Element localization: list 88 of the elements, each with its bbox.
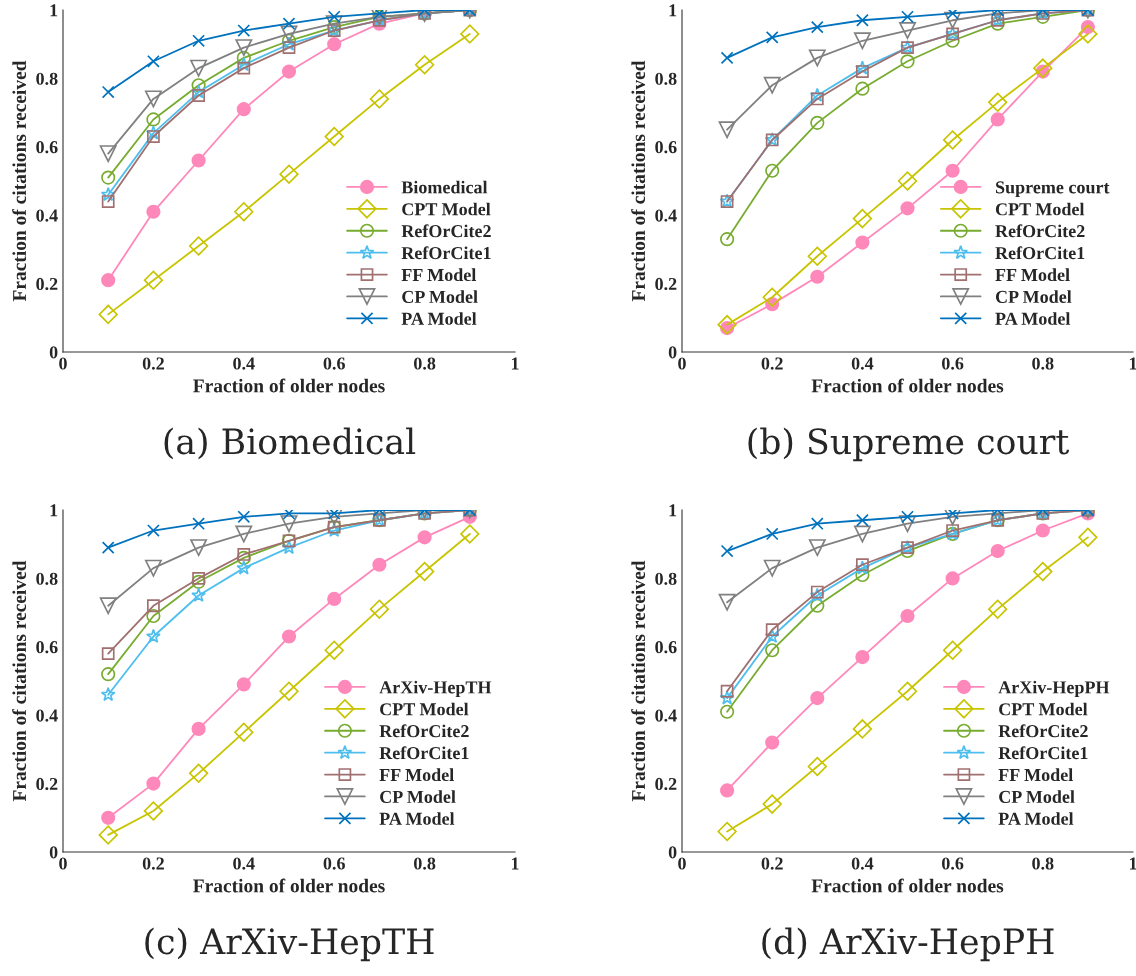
x-tick-label: 0 [59,857,67,870]
legend-label: FF Model [998,768,1073,782]
x-tick-label: 1 [1129,357,1136,370]
x-tick-label: 0.2 [761,357,783,370]
y-tick-label: 0.8 [655,572,677,585]
legend-label: RefOrCite1 [995,246,1085,260]
y-axis-title: Fraction of citations received [12,560,27,802]
legend-label: RefOrCite2 [401,224,491,238]
x-tick-label: 1 [1129,857,1136,870]
x-tick-label: 0.8 [414,857,436,870]
legend-label: CPT Model [995,202,1085,216]
x-tick-label: 0.6 [942,357,964,370]
x-tick-label: 0.6 [323,357,345,370]
y-tick-label: 0.6 [655,641,677,654]
y-tick-label: 0.4 [36,709,58,722]
x-tick-label: 1 [511,857,519,870]
x-tick-label: 0 [678,357,686,370]
x-axis-title: Fraction of older nodes [811,878,1004,893]
y-tick-label: 0 [668,846,677,859]
x-tick-label: 0.4 [851,357,874,370]
y-tick-label: 0.2 [36,277,58,291]
y-tick-label: 0.2 [36,777,58,791]
legend-label: PA Model [998,812,1074,825]
legend-label: Supreme court [995,181,1110,198]
legend-label: ArXiv-HepTH [379,680,492,698]
x-axis-title: Fraction of older nodes [193,878,385,893]
y-tick-label: 0.8 [36,572,58,585]
x-tick-label: 0.4 [851,857,874,870]
y-tick-label: 0.4 [655,709,677,722]
legend-label: ArXiv-HepPH [998,680,1110,698]
x-tick-label: 0.6 [323,857,345,870]
x-tick-label: 0.2 [142,857,164,870]
x-tick-label: 0 [59,357,67,370]
y-axis-title: Fraction of citations received [631,60,646,302]
legend-label: RefOrCite1 [379,746,469,760]
y-tick-label: 0.6 [36,641,58,654]
legend-label: CP Model [402,290,478,303]
legend-label: PA Model [401,312,477,325]
legend-label: RefOrCite2 [998,724,1088,738]
legend-label: RefOrCite1 [401,246,491,260]
y-tick-label: 0 [668,346,677,359]
y-tick-label: 1 [50,504,58,517]
x-tick-label: 0.6 [942,857,964,870]
legend-label: CP Model [999,790,1075,803]
y-tick-label: 0.8 [655,72,677,85]
y-tick-label: 0.2 [655,277,677,291]
legend-label: CPT Model [999,702,1088,716]
y-tick-label: 1 [669,4,677,17]
y-tick-label: 0 [49,846,58,859]
text: (a) Biomedical [164,427,416,460]
y-axis-title: Fraction of citations received [631,560,646,802]
y-tick-label: 0.4 [36,209,58,222]
y-tick-label: 0.4 [655,209,677,222]
legend-label: RefOrCite1 [998,746,1088,760]
y-tick-label: 1 [669,504,677,517]
y-tick-label: 0 [49,346,58,359]
legend-label: FF Model [995,268,1070,282]
y-tick-label: 1 [50,4,58,17]
text: (d) ArXiv-HepPH [762,927,1054,962]
text: (b) Supreme court [748,427,1070,462]
x-tick-label: 1 [511,357,519,370]
legend-label: RefOrCite2 [379,724,469,738]
x-tick-label: 0.4 [233,857,255,870]
legend-label: FF Model [379,768,454,782]
legend-label: PA Model [379,812,455,825]
x-tick-label: 0.2 [142,357,164,370]
legend-label: PA Model [995,312,1071,325]
y-tick-label: 0.8 [36,72,58,85]
legend-label: RefOrCite2 [995,224,1085,238]
legend-label: CP Model [995,290,1072,303]
legend-label: CPT Model [380,702,469,716]
y-axis-title: Fraction of citations received [12,60,27,302]
x-tick-label: 0.8 [1032,357,1054,370]
legend-label: CPT Model [402,202,491,216]
x-tick-label: 0.2 [761,857,783,870]
text: (c) ArXiv-HepTH [145,927,434,962]
legend-label: Biomedical [401,180,488,194]
x-tick-label: 0 [678,857,686,870]
x-tick-label: 0.4 [233,357,255,370]
legend-label: FF Model [401,268,477,282]
y-tick-label: 0.2 [655,777,677,791]
x-axis-title: Fraction of older nodes [193,378,385,393]
x-tick-label: 0.8 [1032,857,1054,870]
y-tick-label: 0.6 [36,141,58,154]
y-tick-label: 0.6 [655,141,677,154]
x-axis-title: Fraction of older nodes [811,378,1004,393]
x-tick-label: 0.8 [414,357,436,370]
legend-label: CP Model [380,790,456,803]
